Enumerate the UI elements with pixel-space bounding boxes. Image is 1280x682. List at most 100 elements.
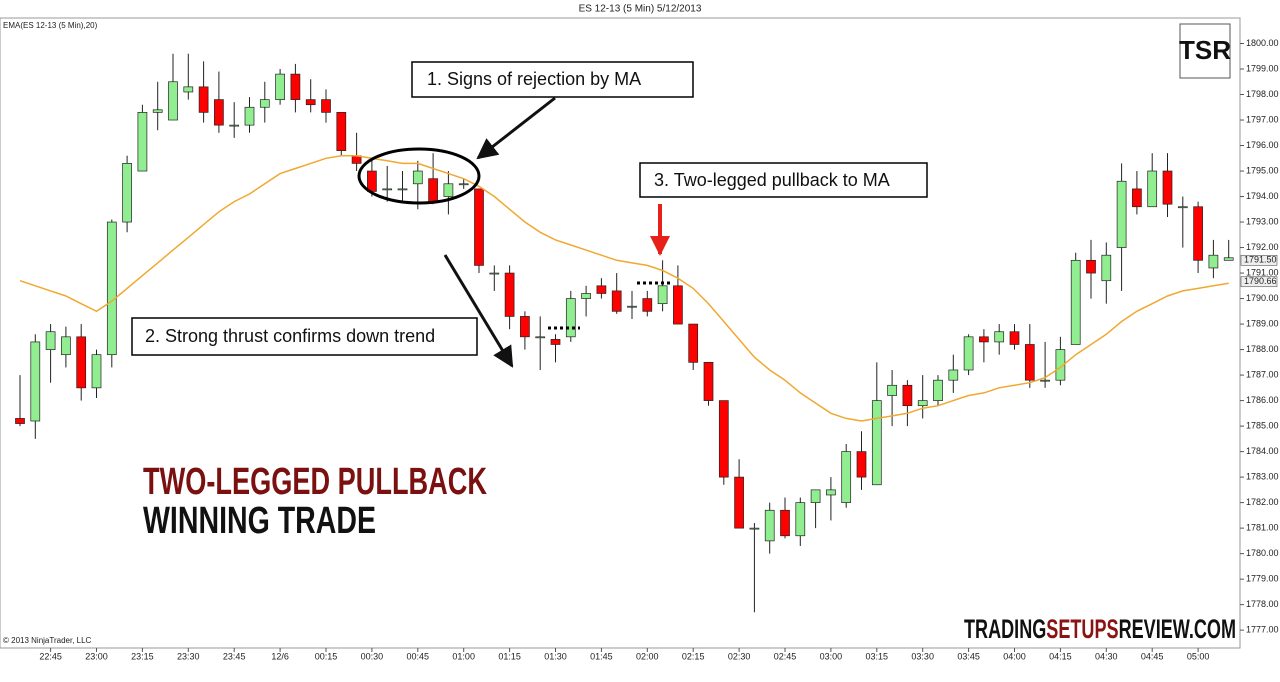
candle-body [1177,206,1188,209]
x-tick-label: 03:00 [820,651,843,661]
candle-body [994,331,1005,343]
candle-body [91,354,102,389]
x-tick-label: 02:45 [774,651,797,661]
watermark-part: TRADING [964,614,1046,644]
candle-body [780,509,790,537]
candle-body [1162,170,1173,205]
y-tick-label: 1800.00 [1246,38,1279,48]
candle-body [887,384,897,396]
y-tick-label: 1781.00 [1246,522,1279,532]
candle-body [841,451,852,503]
candle-body [581,293,591,299]
y-tick-label: 1787.00 [1246,369,1279,379]
candle-body [1132,188,1142,208]
ema-line [19,154,1229,422]
candle-body [275,73,285,100]
candle-body [764,509,775,542]
y-tick-label: 1777.00 [1246,625,1279,635]
annotation-box [411,61,694,98]
candle-body [1193,206,1203,261]
candle-body [795,502,806,537]
x-tick-label: 03:45 [957,651,980,661]
y-tick-label: 1797.00 [1246,114,1279,124]
candle-body [412,170,423,185]
candle-body [244,106,255,126]
x-tick-label: 04:00 [1003,651,1026,661]
candle-body [963,336,974,371]
annotation: 2. Strong thrust confirms down trend [145,326,435,346]
x-tick-label: 04:15 [1049,651,1072,661]
candle-body [673,285,683,325]
price-marker [1240,276,1278,288]
candle-body [397,188,408,191]
candle-body [596,285,607,294]
candle-body [565,298,576,338]
candle-body [948,369,959,381]
candle-body [504,272,515,317]
x-tick-label: 23:15 [131,651,154,661]
x-tick-label: 23:30 [177,651,200,661]
y-tick-label: 1791.00 [1246,267,1279,277]
candle-body [30,341,41,422]
y-tick-label: 1792.00 [1246,242,1279,252]
candle-body [611,290,622,312]
candle-body [535,336,546,339]
candle-body [1070,259,1081,345]
watermark-part: REVIEW.COM [1119,614,1236,644]
candle-body [703,361,714,401]
x-tick-label: 01:30 [544,651,567,661]
x-tick-label: 03:15 [866,651,889,661]
watermark-part: SETUPS [1046,614,1118,644]
candle-body [15,418,25,424]
y-tick-label: 1798.00 [1246,89,1279,99]
candle-body [1147,170,1158,208]
y-tick-label: 1789.00 [1246,318,1279,328]
annotation-box [131,317,478,356]
candle-body [229,124,240,127]
candle-body [214,99,224,126]
candle-body [657,285,668,305]
candle-body [168,81,178,121]
y-tick-label: 1778.00 [1246,599,1279,609]
marks: 1777.00 1778.00 1779.00 1780.00 1781.00 1782.… [15,38,1279,661]
y-tick-label: 1794.00 [1246,191,1279,201]
indicator-label: EMA(ES 12-13 (5 Min),20) [3,21,98,30]
y-tick-label: 1779.00 [1246,574,1279,584]
x-tick-label: 02:30 [728,651,751,661]
watermark: TRADINGSETUPSREVIEW.COM [964,614,1236,644]
candle-body [76,336,87,389]
candle-body [718,400,729,478]
candle-body [856,451,867,478]
arrow [476,96,556,160]
x-tick-label: 01:15 [498,651,521,661]
y-tick-label: 1795.00 [1246,165,1279,175]
rejection-ellipse [357,147,481,205]
candle-body [321,99,331,113]
x-tick-label: 03:30 [911,651,934,661]
candle-body [979,336,989,343]
candle-body [474,188,484,266]
x-tick-label: 02:00 [636,651,659,661]
candle-body [382,188,393,191]
x-tick-label: 01:00 [452,651,475,661]
candle-body [183,86,194,93]
candle-body [106,221,117,356]
candle-body [1055,349,1066,381]
candle-body [367,170,377,192]
price-marker [1240,255,1278,266]
y-tick-label: 1782.00 [1246,497,1279,507]
candle-body [61,336,71,356]
candle-body [1009,331,1020,345]
x-tick-label: 02:15 [682,651,705,661]
candle-body [305,99,316,106]
y-tick-label: 1783.00 [1246,471,1279,481]
annotation-box [639,162,928,198]
candle-body [1208,254,1219,269]
candle-body [871,400,882,486]
price-marker-label: 1790.66 [1244,276,1277,286]
candle-body [749,527,760,530]
chart-title: ES 12-13 (5 Min) 5/12/2013 [579,4,702,15]
x-tick-label: 00:30 [361,651,384,661]
